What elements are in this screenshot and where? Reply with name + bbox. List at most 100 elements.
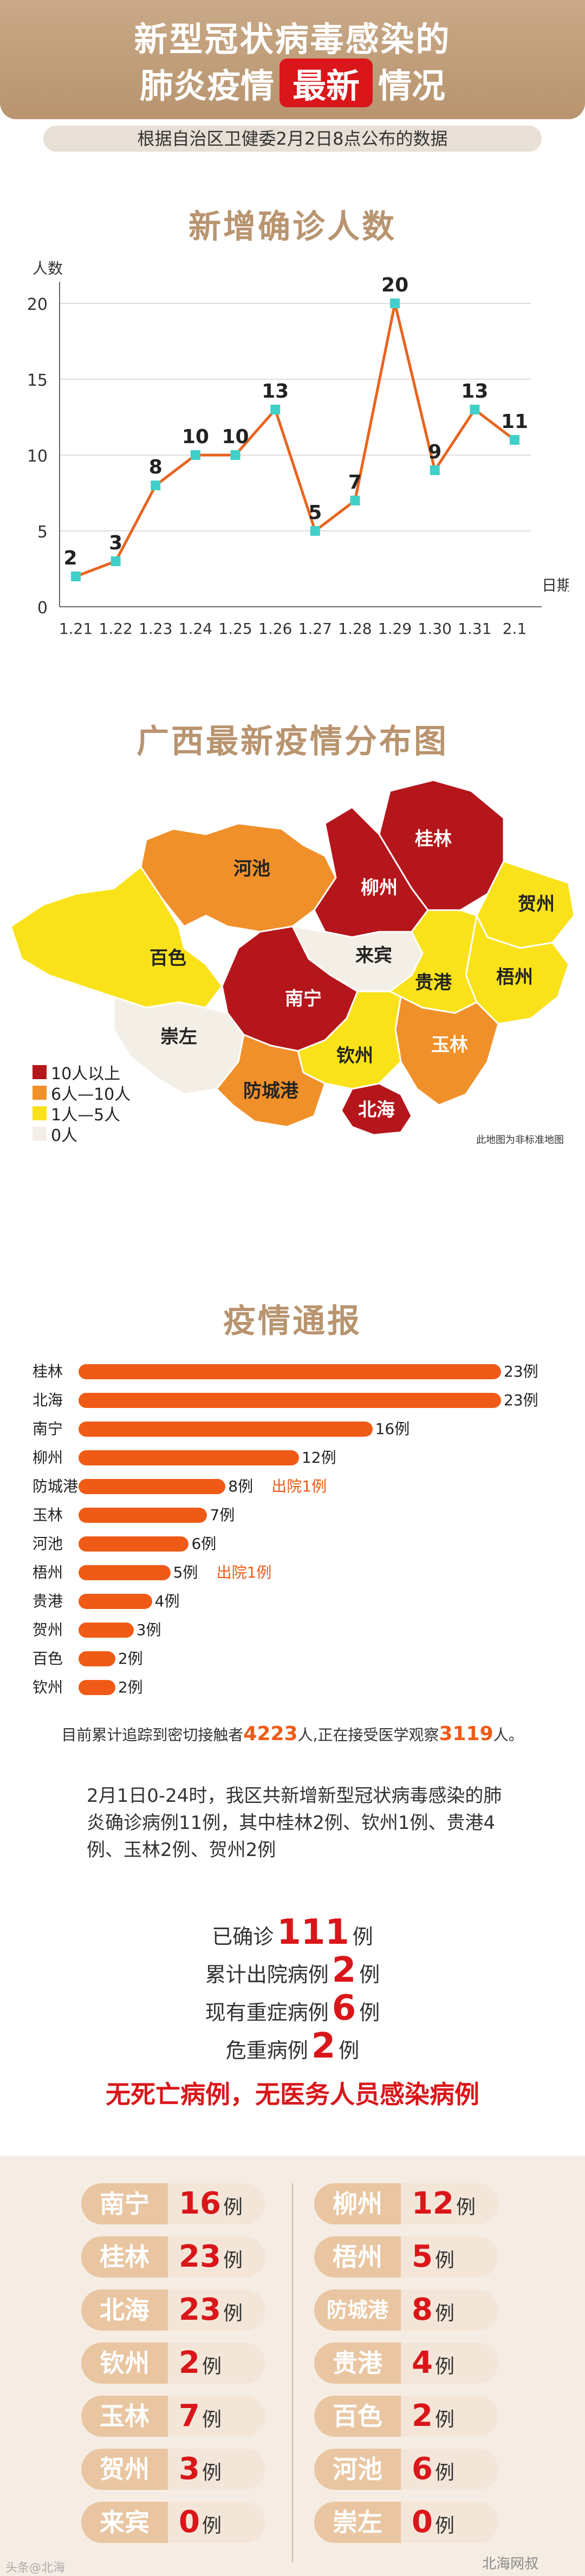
city-count: 23 例 (168, 2289, 265, 2331)
legend-label: 6人—10人 (51, 1085, 131, 1104)
city-count-unit: 例 (223, 2196, 243, 2218)
title-line-2: 肺炎疫情 最新 情况 (0, 59, 585, 107)
legend-item: 6人—10人 (32, 1082, 131, 1104)
report-title: 疫情通报 (223, 1302, 362, 1340)
y-tick-label: 20 (27, 295, 48, 314)
city-cell: 来宾 0 例 (81, 2502, 265, 2543)
x-tick-label: 1.22 (99, 620, 132, 638)
contact-mid: 人,正在接受医学观察 (297, 1726, 439, 1744)
city-cell: 钦州 2 例 (81, 2343, 265, 2384)
report-row: 钦州 2例 (0, 1676, 585, 1699)
map-label-liuzhou: 柳州 (361, 877, 398, 899)
y-tick-label: 5 (37, 523, 48, 542)
city-count-unit: 例 (223, 2249, 243, 2272)
report-row-bar (79, 1450, 299, 1465)
series-line (75, 303, 516, 578)
report-row-value: 6例 (191, 1535, 217, 1553)
report-row-name: 南宁 (32, 1420, 63, 1438)
region-beihai (340, 1082, 413, 1136)
city-name: 贺州 (81, 2449, 168, 2490)
grid-divider (292, 2183, 293, 2562)
map-label-baise: 百色 (150, 948, 186, 969)
stat-label: 危重病例 (225, 2039, 308, 2062)
data-point (350, 496, 360, 505)
x-tick-label: 1.30 (418, 620, 452, 638)
report-row-bar (79, 1508, 207, 1523)
data-label: 7 (348, 471, 362, 494)
city-count-value: 16 (179, 2186, 221, 2221)
data-label: 13 (262, 380, 289, 403)
report-row-value: 16例 (375, 1420, 410, 1438)
title-highlight: 最新 (279, 59, 373, 107)
region-fangchenggang (215, 1033, 326, 1128)
report-row-value: 5例 (173, 1563, 198, 1581)
report-row-value: 7例 (210, 1506, 235, 1524)
data-label: 10 (182, 426, 209, 448)
x-tick-label: 1.27 (298, 620, 332, 638)
map-note: 此地图为非标准地图 (476, 1134, 564, 1146)
data-label: 10 (222, 426, 249, 448)
report-row: 玉林 7例 (0, 1503, 585, 1527)
city-name: 河池 (314, 2449, 401, 2490)
title-line-2-post: 情况 (378, 66, 446, 106)
city-name: 防城港 (314, 2289, 401, 2331)
city-cell: 崇左 0 例 (314, 2502, 498, 2543)
map-label-yulin: 玉林 (431, 1034, 468, 1056)
report-row-bar (79, 1479, 226, 1494)
report-row-name: 柳州 (32, 1449, 63, 1467)
report-row-name: 防城港 (32, 1477, 79, 1495)
report-row-bar (79, 1680, 115, 1695)
report-row-note: 出院1例 (216, 1563, 272, 1581)
stat-confirmed: 已确诊111 例 (0, 1912, 585, 1952)
stat-value: 111 (277, 1912, 349, 1952)
report-row-name: 梧州 (32, 1563, 63, 1581)
legend-item: 10人以上 (32, 1062, 131, 1083)
subtitle: 根据自治区卫健委2月2日8点公布的数据 (43, 126, 542, 152)
city-name: 桂林 (81, 2236, 168, 2277)
data-label: 9 (428, 441, 441, 463)
contact-num-2: 3119 (439, 1723, 493, 1745)
city-count-unit: 例 (434, 2302, 454, 2325)
report-row: 柳州 12例 (0, 1446, 585, 1470)
city-count-value: 2 (179, 2345, 200, 2380)
city-name: 梧州 (314, 2236, 401, 2277)
city-count-unit: 例 (223, 2302, 243, 2325)
data-label: 8 (149, 456, 162, 478)
data-point (470, 405, 480, 414)
report-row-name: 桂林 (32, 1362, 63, 1380)
city-cell: 柳州 12 例 (314, 2183, 498, 2224)
report-row-name: 钦州 (32, 1678, 63, 1696)
x-tick-label: 1.26 (258, 620, 292, 638)
data-label: 3 (109, 532, 122, 554)
stat-unit: 例 (359, 2001, 380, 2025)
contact-post: 人。 (493, 1726, 524, 1744)
report-row: 贺州 3例 (0, 1618, 585, 1642)
report-row-bar (79, 1651, 115, 1666)
city-count-unit: 例 (434, 2409, 454, 2431)
city-count-unit: 例 (434, 2462, 454, 2484)
contact-num-1: 4223 (243, 1723, 298, 1745)
data-point (430, 465, 440, 475)
x-axis-label: 日期 (542, 576, 569, 594)
report-row-bar (79, 1594, 152, 1609)
data-label: 11 (501, 411, 528, 433)
report-row-value: 3例 (136, 1621, 161, 1639)
city-cell: 南宁 16 例 (81, 2183, 265, 2224)
report-row: 河池 6例 (0, 1532, 585, 1556)
x-tick-label: 1.28 (338, 620, 372, 638)
map-legend: 10人以上 6人—10人 1人—5人 0人 (32, 1062, 131, 1145)
city-count-unit: 例 (202, 2409, 222, 2431)
report-row: 百色 2例 (0, 1647, 585, 1671)
data-label: 2 (63, 547, 77, 569)
city-name: 钦州 (81, 2343, 168, 2384)
city-count-value: 7 (179, 2398, 200, 2434)
x-tick-label: 1.24 (179, 620, 212, 638)
report-row-note: 出院1例 (271, 1477, 327, 1495)
report-row-value: 4例 (154, 1592, 180, 1610)
